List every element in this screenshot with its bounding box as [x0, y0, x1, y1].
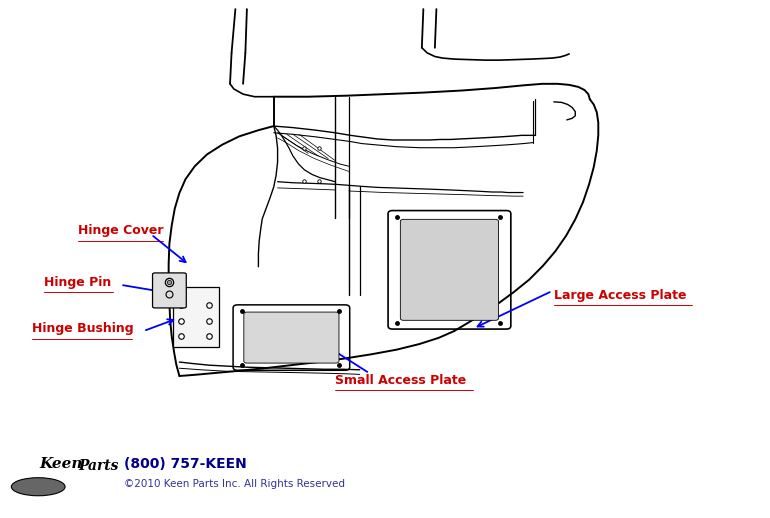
Text: Hinge Cover: Hinge Cover: [78, 224, 163, 237]
FancyBboxPatch shape: [152, 273, 186, 308]
Text: ©2010 Keen Parts Inc. All Rights Reserved: ©2010 Keen Parts Inc. All Rights Reserve…: [124, 479, 345, 488]
FancyBboxPatch shape: [244, 312, 339, 363]
Text: Large Access Plate: Large Access Plate: [554, 289, 686, 301]
Text: Hinge Bushing: Hinge Bushing: [32, 322, 134, 335]
FancyBboxPatch shape: [400, 219, 498, 320]
Ellipse shape: [12, 478, 65, 496]
Text: Keen: Keen: [40, 457, 83, 471]
Bar: [173, 287, 219, 347]
Text: Hinge Pin: Hinge Pin: [44, 276, 111, 289]
Text: (800) 757-KEEN: (800) 757-KEEN: [124, 457, 247, 471]
Text: Small Access Plate: Small Access Plate: [335, 373, 467, 386]
Text: Parts: Parts: [78, 459, 119, 473]
